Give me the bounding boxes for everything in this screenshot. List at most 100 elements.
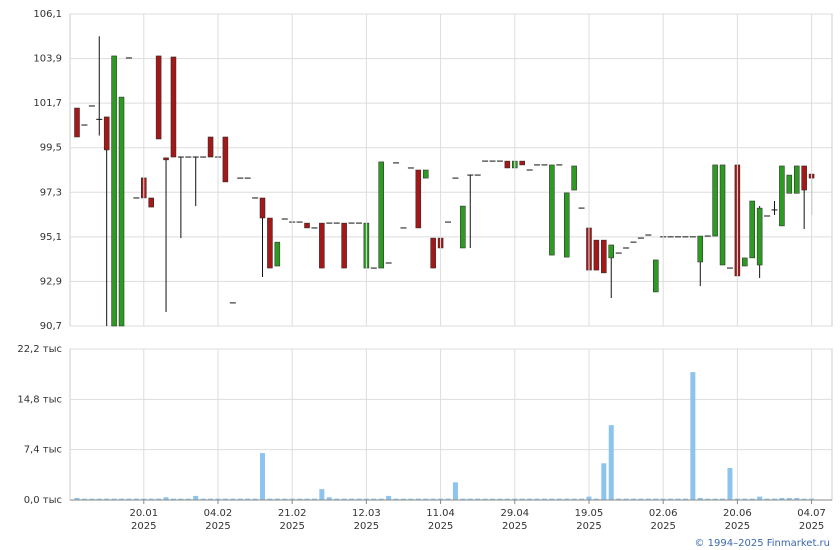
candle-body — [749, 200, 755, 259]
y-tick-label: 14,8 тыс — [17, 394, 62, 405]
volume-bar — [133, 498, 139, 500]
candle-body — [192, 156, 199, 158]
volume-bar — [245, 498, 251, 500]
y-tick-label: 99,5 — [40, 143, 62, 154]
candle-body — [385, 262, 392, 264]
candle-body — [378, 161, 384, 269]
volume-bar — [452, 482, 458, 500]
candle-body — [370, 267, 377, 269]
volume-bar — [549, 498, 555, 500]
candle-body — [259, 197, 266, 219]
candle-body — [170, 56, 177, 158]
volume-bar — [801, 498, 807, 500]
candle-body — [682, 236, 689, 238]
candle-body — [504, 160, 511, 169]
candle-body — [541, 164, 548, 166]
volume-bar — [297, 498, 303, 500]
volume-bar — [690, 372, 696, 500]
volume-bar — [423, 498, 429, 500]
volume-bar — [497, 498, 503, 500]
volume-bar — [311, 498, 317, 500]
volume-bar — [104, 498, 110, 500]
candle-body — [630, 241, 637, 243]
volume-bar — [712, 498, 718, 500]
volume-bar — [386, 495, 392, 500]
volume-bar — [779, 497, 785, 500]
x-tick-label: 21.02 — [278, 508, 307, 519]
x-tick-label: 20.06 — [723, 508, 752, 519]
candle-body — [185, 156, 192, 158]
candle-body — [155, 55, 162, 140]
candle-body — [81, 124, 88, 126]
volume-bar — [742, 498, 748, 500]
candle-body — [593, 239, 600, 271]
volume-bar — [749, 498, 755, 500]
volume-bar — [771, 498, 777, 500]
candle-body — [296, 221, 303, 223]
candle-body — [393, 162, 400, 164]
x-tick-label: 2025 — [205, 521, 230, 532]
volume-bar — [267, 498, 273, 500]
volume-bar — [668, 498, 674, 500]
candle-body — [786, 174, 793, 194]
y-tick-label: 95,1 — [40, 232, 62, 243]
volume-bar — [393, 498, 399, 500]
y-tick-label: 22,2 тыс — [17, 344, 62, 355]
volume-bar — [593, 498, 599, 500]
x-tick-label: 12.03 — [352, 508, 381, 519]
volume-bar — [445, 498, 451, 500]
volume-bar — [586, 496, 592, 500]
volume-bar — [408, 498, 414, 500]
x-tick-label: 19.05 — [575, 508, 604, 519]
volume-bar — [438, 498, 444, 500]
x-tick-label: 11.04 — [426, 508, 455, 519]
x-tick-label: 02.06 — [649, 508, 678, 519]
candle-body — [407, 167, 414, 169]
volume-bar — [705, 498, 711, 500]
volume-bar — [519, 498, 525, 500]
volume-bar — [148, 498, 154, 500]
volume-bar — [170, 498, 176, 500]
candle-body — [333, 222, 340, 224]
volume-bar — [96, 498, 102, 500]
candle-body — [460, 205, 466, 249]
x-tick-label: 2025 — [279, 521, 304, 532]
volume-bar — [653, 498, 659, 500]
volume-bar — [430, 498, 436, 500]
volume-frame — [69, 348, 833, 501]
candle-body — [148, 197, 154, 208]
volume-bar — [638, 498, 644, 500]
volume-bar — [541, 498, 547, 500]
candle-body — [311, 227, 318, 229]
candle-body — [578, 207, 585, 209]
candle-body — [267, 217, 273, 269]
candle-body — [348, 222, 355, 224]
volume-bar — [675, 498, 681, 500]
volume-bar — [111, 498, 117, 500]
candle-body — [645, 234, 652, 236]
volume-bar — [556, 498, 562, 500]
volume-bar — [579, 498, 585, 500]
candle-body — [252, 197, 259, 199]
candle-body — [200, 156, 207, 158]
y-tick-label: 106,1 — [33, 9, 62, 20]
volume-bar — [341, 498, 347, 500]
volume-bar — [208, 498, 214, 500]
volume-bar — [81, 498, 87, 500]
candle-body — [712, 164, 718, 237]
volume-bar — [608, 425, 614, 500]
candle-body — [704, 235, 711, 237]
volume-bar — [356, 498, 362, 500]
candle-body — [496, 160, 503, 162]
volume-bar — [252, 498, 258, 500]
candle-body — [103, 116, 110, 151]
candle-body — [526, 169, 533, 171]
volume-bar — [682, 498, 688, 500]
candle-body — [519, 160, 525, 166]
volume-bar — [349, 498, 355, 500]
candle-body — [125, 57, 132, 59]
volume-bar — [260, 453, 265, 500]
x-tick-label: 04.02 — [204, 508, 233, 519]
volume-bar — [720, 498, 726, 500]
candle-body — [96, 118, 103, 120]
